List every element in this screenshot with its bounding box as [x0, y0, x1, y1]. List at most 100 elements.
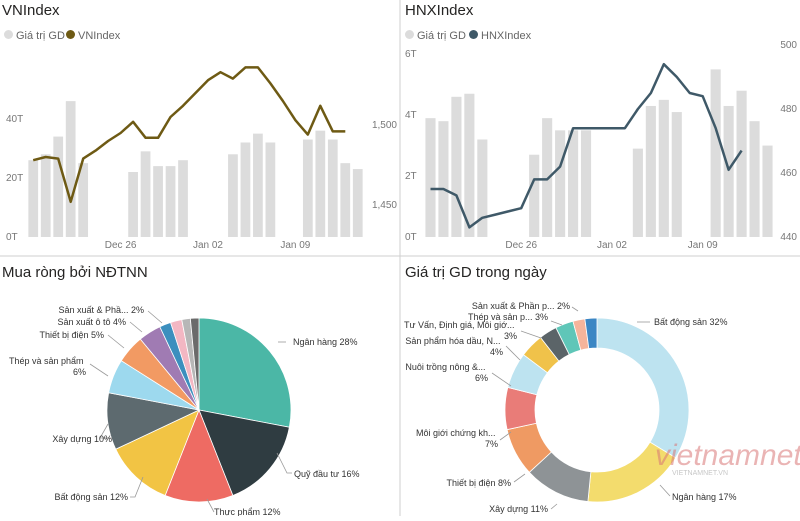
- pie-labels: Ngân hàng 28% Quỹ đầu tư 16% Thực phẩm 1…: [9, 305, 360, 517]
- volume-bar[interactable]: [580, 130, 592, 237]
- volume-bar[interactable]: [451, 96, 462, 237]
- volume-bar[interactable]: [736, 90, 747, 237]
- leader-line: [206, 498, 215, 513]
- donut-leader-lines: [491, 306, 671, 510]
- volume-bar[interactable]: [464, 93, 475, 237]
- volume-bar[interactable]: [710, 69, 721, 237]
- volume-bar[interactable]: [65, 101, 76, 237]
- date-tick-label: Jan 02: [193, 240, 223, 251]
- volume-bar[interactable]: [228, 154, 238, 237]
- donut-slice[interactable]: [584, 317, 598, 349]
- volume-bar[interactable]: [153, 166, 163, 237]
- price-tick-label: 1,450: [372, 200, 397, 211]
- foreign-net-buy-pie: [106, 317, 292, 503]
- volume-bar[interactable]: [315, 130, 326, 237]
- pie-label-thuc-pham: Thực phẩm 12%: [214, 507, 281, 516]
- leader-line: [89, 363, 109, 377]
- leader-line: [491, 372, 512, 387]
- vnindex-volume-bars: [28, 101, 363, 237]
- pie-label-thiet-bi-dien: Thiết bị điện 5%: [39, 330, 104, 340]
- volume-tick-label: 6T: [405, 49, 417, 60]
- legend-hnxindex-label[interactable]: HNXIndex: [481, 30, 532, 42]
- pie-label-thep-name: Thép và sản phẩm: [9, 356, 84, 366]
- hnxindex-price-axis: 440 460 480 500: [780, 40, 797, 243]
- pie-slice[interactable]: [198, 409, 290, 497]
- hnxindex-volume-bars: [425, 69, 773, 237]
- leader-line: [147, 310, 163, 324]
- donut-label-xay-dung: Xây dựng 11%: [489, 504, 548, 514]
- leader-line: [276, 452, 292, 474]
- volume-bar[interactable]: [165, 166, 176, 237]
- date-tick-label: Jan 02: [597, 240, 627, 251]
- volume-bar[interactable]: [302, 139, 313, 237]
- volume-bar[interactable]: [477, 139, 488, 237]
- pie-slice[interactable]: [115, 409, 200, 497]
- vietnamnet-watermark: vietnamnet VIETNAMNET.VN: [655, 439, 800, 477]
- legend-hnxindex-dot: [469, 30, 478, 39]
- volume-bar[interactable]: [240, 142, 251, 237]
- donut-label-tu-van: Tư Vấn, Định giá, Môi giớ... 3%: [404, 320, 517, 341]
- legend-vnindex-label[interactable]: VNIndex: [78, 30, 121, 42]
- pie-label-quy-dau-tu: Quỹ đầu tư 16%: [294, 469, 360, 479]
- hnxindex-panel: HNXIndex Giá trị GD HNXIndex 0T 2T 4T 6T 44…: [405, 2, 797, 251]
- pie-slice[interactable]: [198, 317, 292, 428]
- foreign-net-buy-title: Mua ròng bởi NĐTNN: [2, 264, 148, 281]
- volume-bar[interactable]: [140, 151, 151, 237]
- volume-tick-label: 2T: [405, 171, 417, 182]
- volume-bar[interactable]: [645, 105, 656, 237]
- legend-volume-label[interactable]: Giá trị GD: [16, 30, 65, 42]
- watermark-brand: vietnamnet: [655, 439, 800, 472]
- volume-bar[interactable]: [53, 136, 64, 237]
- volume-bar[interactable]: [78, 163, 89, 237]
- pie-slice[interactable]: [189, 317, 200, 411]
- hnxindex-line: [430, 62, 743, 229]
- price-tick-label: 480: [780, 104, 797, 115]
- volume-tick-label: 0T: [405, 232, 417, 243]
- donut-label-nuoi-trong: Nuôi trồng nông &... 6%: [405, 362, 488, 383]
- foreign-net-buy-panel: Mua ròng bởi NĐTNN Ngân hàng 28% Quỹ đầu…: [2, 264, 360, 517]
- donut-label-nuoi-trong-percent: 6%: [475, 373, 488, 383]
- vnindex-volume-axis: 0T 20T 40T: [6, 114, 23, 243]
- volume-bar[interactable]: [265, 142, 276, 237]
- leader-line: [550, 503, 558, 510]
- volume-bar[interactable]: [128, 172, 138, 237]
- pie-leader-lines: [89, 310, 292, 513]
- volume-bar[interactable]: [568, 130, 579, 237]
- volume-bar[interactable]: [352, 169, 363, 237]
- volume-bar[interactable]: [542, 118, 553, 237]
- donut-slice[interactable]: [596, 317, 690, 459]
- volume-bar[interactable]: [723, 105, 734, 237]
- volume-bar[interactable]: [28, 160, 39, 237]
- donut-label-thiet-bi-dien: Thiết bị điện 8%: [446, 478, 511, 488]
- volume-bar[interactable]: [425, 118, 436, 237]
- leader-line: [659, 484, 671, 497]
- daily-volume-donut: [504, 317, 690, 503]
- legend-vnindex-dot: [66, 30, 75, 39]
- leader-line: [129, 321, 143, 333]
- volume-bar[interactable]: [253, 133, 263, 237]
- volume-bar[interactable]: [762, 145, 773, 237]
- volume-bar[interactable]: [555, 130, 566, 237]
- volume-bar[interactable]: [340, 163, 351, 237]
- donut-label-nuoi-trong-name: Nuôi trồng nông &...: [405, 362, 485, 372]
- pie-slice[interactable]: [164, 408, 234, 503]
- volume-bar[interactable]: [178, 160, 188, 237]
- legend-volume-label[interactable]: Giá trị GD: [417, 30, 466, 42]
- pie-label-thep: Thép và sản phẩm 6%: [9, 356, 86, 377]
- donut-label-ngan-hang: Ngân hàng 17%: [672, 492, 737, 502]
- donut-labels: Bất động sản 32% Ngân hàng 17% Xây dựng …: [404, 301, 737, 514]
- daily-volume-title: Giá trị GD trong ngày: [405, 264, 547, 281]
- volume-bar[interactable]: [40, 154, 51, 237]
- date-tick-label: Dec 26: [105, 240, 137, 251]
- volume-bar[interactable]: [749, 121, 760, 237]
- volume-bar[interactable]: [438, 121, 449, 237]
- legend-volume-dot: [4, 30, 13, 39]
- donut-label-hoa-dau: Sản phẩm hóa dầu, N... 4%: [405, 336, 503, 357]
- pie-label-xay-dung: Xây dựng 10%: [52, 434, 112, 444]
- volume-bar[interactable]: [658, 99, 669, 237]
- volume-tick-label: 20T: [6, 173, 23, 184]
- volume-bar[interactable]: [671, 112, 682, 237]
- volume-bar[interactable]: [632, 148, 643, 237]
- volume-bar[interactable]: [327, 139, 338, 237]
- volume-bar[interactable]: [529, 154, 540, 237]
